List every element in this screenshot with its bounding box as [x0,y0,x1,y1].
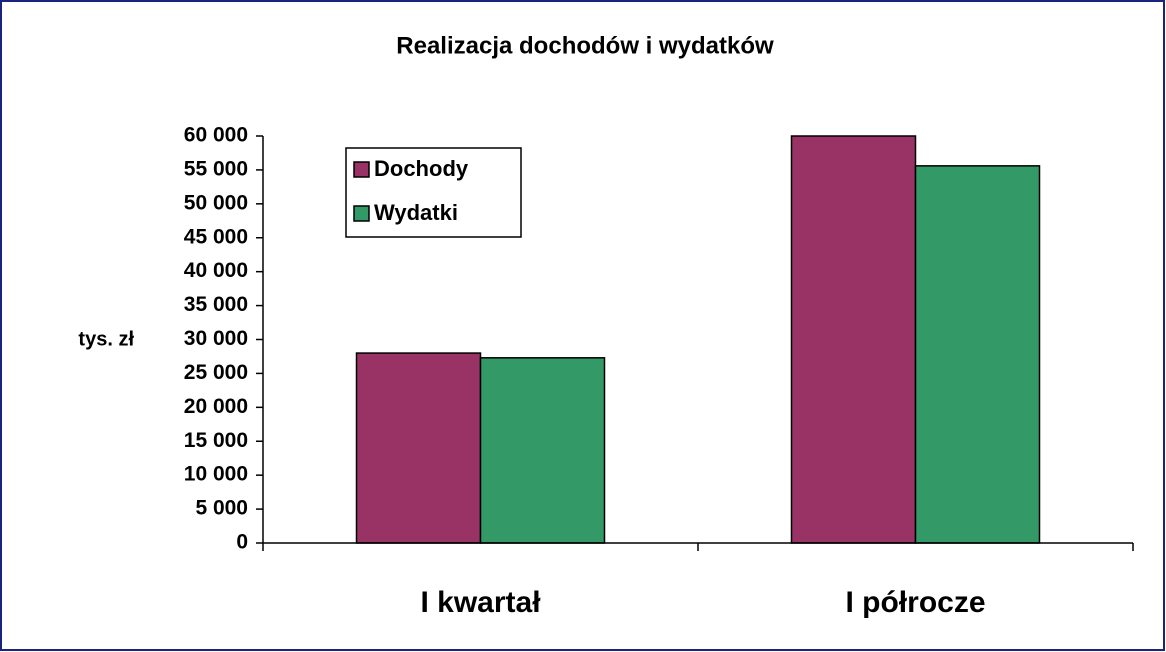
y-tick-label: 15 000 [184,429,248,452]
x-tick-label: I kwartał [420,586,541,619]
y-tick-label: 35 000 [184,293,248,316]
legend-swatch [353,205,370,222]
legend-swatch [353,161,370,178]
y-tick-label: 30 000 [184,327,248,350]
y-tick-label: 25 000 [184,361,248,384]
y-tick-label: 45 000 [184,225,248,248]
y-tick-label: 10 000 [184,463,248,486]
y-tick-label: 60 000 [184,124,248,147]
legend-box [345,147,522,238]
legend-label: Wydatki [374,200,458,225]
y-tick-label: 50 000 [184,191,248,214]
y-axis-label: tys. zł [78,328,134,350]
y-tick-label: 40 000 [184,259,248,282]
chart-title: Realizacja dochodów i wydatków [396,32,774,59]
y-tick-label: 5 000 [195,497,248,520]
bar [914,165,1041,544]
bar [355,352,482,544]
x-tick-label: I półrocze [845,586,985,619]
y-tick-label: 20 000 [184,395,248,418]
bar [790,135,917,544]
y-tick-label: 0 [236,531,248,554]
legend-label: Dochody [374,156,469,181]
bar [479,357,606,544]
y-tick-label: 55 000 [184,157,248,180]
